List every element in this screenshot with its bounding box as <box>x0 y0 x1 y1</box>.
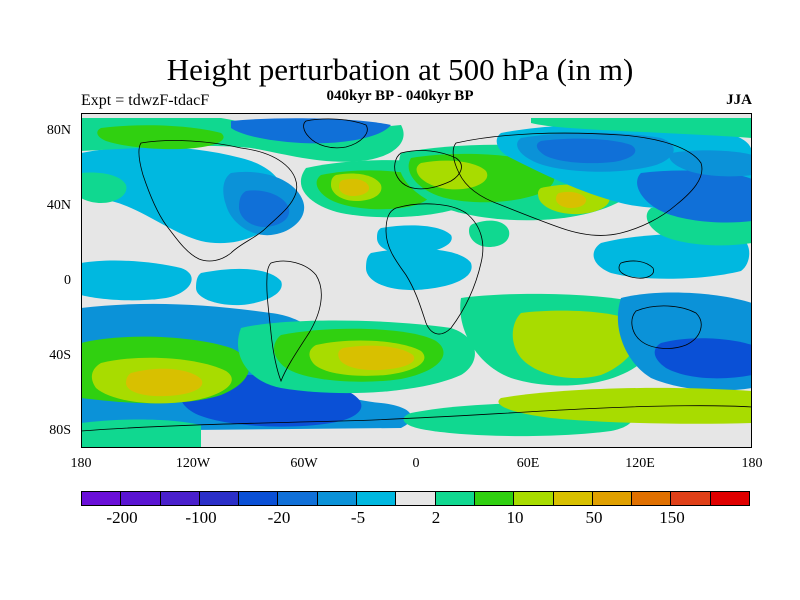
contour-nw-pacific-blue <box>637 170 752 223</box>
legend-label-minus200: -200 <box>106 508 138 527</box>
experiment-label: Expt = tdwzF-tdacF <box>81 92 210 109</box>
contour-arctic-limegreen <box>97 125 224 150</box>
legend-swatch-15 <box>671 492 711 505</box>
contour-map <box>81 113 752 448</box>
legend-swatch-6 <box>317 492 358 505</box>
contour-nafrica-green <box>469 220 510 247</box>
lat-label-0: 0 <box>64 273 71 288</box>
lon-label-0: 0 <box>412 456 420 471</box>
lon-label-120w: 120W <box>175 456 211 471</box>
contour-indian-yellowgreen <box>512 310 640 379</box>
contour-casia-yellow <box>556 191 587 208</box>
legend-swatch-7 <box>357 492 397 505</box>
legend-label-minus5: -5 <box>350 508 366 527</box>
lon-label-120e: 120E <box>625 456 655 471</box>
contour-map-svg <box>81 113 752 448</box>
legend-swatch-10 <box>474 492 515 505</box>
coast-indonesia <box>618 260 654 279</box>
legend-label-150: 150 <box>659 508 685 527</box>
coast-asia <box>452 132 703 236</box>
lat-label-80s: 80S <box>49 423 71 438</box>
contour-nw-pacific-lightblue <box>669 150 752 177</box>
legend-label-minus20: -20 <box>267 508 291 527</box>
contour-trop-atl-cyan <box>366 248 472 291</box>
legend-swatch-4 <box>239 492 279 505</box>
color-legend-bar <box>81 491 750 506</box>
legend-label-2: 2 <box>431 508 441 527</box>
coast-europe <box>394 150 462 190</box>
period-label: 040kyr BP - 040kyr BP <box>326 88 474 104</box>
legend-swatch-11 <box>514 492 554 505</box>
contour-top-green-right <box>531 118 752 138</box>
legend-swatch-9 <box>435 492 475 505</box>
lon-label-180w: 180 <box>70 456 92 471</box>
lat-label-40s: 40S <box>49 348 71 363</box>
contour-antarctic-yellowgreen <box>498 387 752 424</box>
lon-label-60w: 60W <box>290 456 318 471</box>
lat-label-40n: 40N <box>46 198 71 213</box>
contour-aus-darkblue <box>654 338 752 379</box>
contour-satl-yellow <box>338 345 415 371</box>
contour-ne-pacific-green <box>81 172 127 203</box>
contour-sw-green <box>81 419 201 448</box>
coast-greenland <box>303 118 368 149</box>
legend-swatch-8 <box>396 492 436 505</box>
coast-antarctica <box>81 405 752 432</box>
legend-swatch-14 <box>632 492 672 505</box>
legend-label-50: 50 <box>585 508 603 527</box>
map-title: Height perturbation at 500 hPa (in m) <box>166 52 634 87</box>
legend-swatch-13 <box>592 492 633 505</box>
contour-trop-epac-cyan <box>81 260 192 301</box>
lat-label-80n: 80N <box>46 123 71 138</box>
lon-label-180e: 180 <box>741 456 763 471</box>
contour-natl-yellow <box>339 178 370 196</box>
contour-nafrica-cyan <box>377 225 452 255</box>
coastlines <box>81 118 752 432</box>
contour-sw-pacific-yellow <box>126 368 203 397</box>
legend-swatch-12 <box>553 492 593 505</box>
legend-swatch-16 <box>710 492 750 505</box>
legend-swatch-5 <box>278 492 318 505</box>
legend-label-10: 10 <box>506 508 524 527</box>
contour-siberia-blue <box>536 138 636 164</box>
contour-eurasia-yellowgreen <box>416 160 488 190</box>
legend-swatch-1 <box>121 492 161 505</box>
legend-swatch-0 <box>82 492 122 505</box>
coast-africa <box>385 203 484 335</box>
legend-label-minus100: -100 <box>185 508 217 527</box>
legend-swatch-2 <box>160 492 200 505</box>
lon-label-60e: 60E <box>516 456 540 471</box>
coast-south-america <box>266 260 322 383</box>
contour-greenland-blue <box>231 118 391 144</box>
legend-swatch-3 <box>199 492 240 505</box>
contour-trop-pac-cyan <box>196 268 282 306</box>
coast-north-america <box>138 140 298 262</box>
coast-australia <box>631 305 702 349</box>
season-label: JJA <box>726 92 752 108</box>
